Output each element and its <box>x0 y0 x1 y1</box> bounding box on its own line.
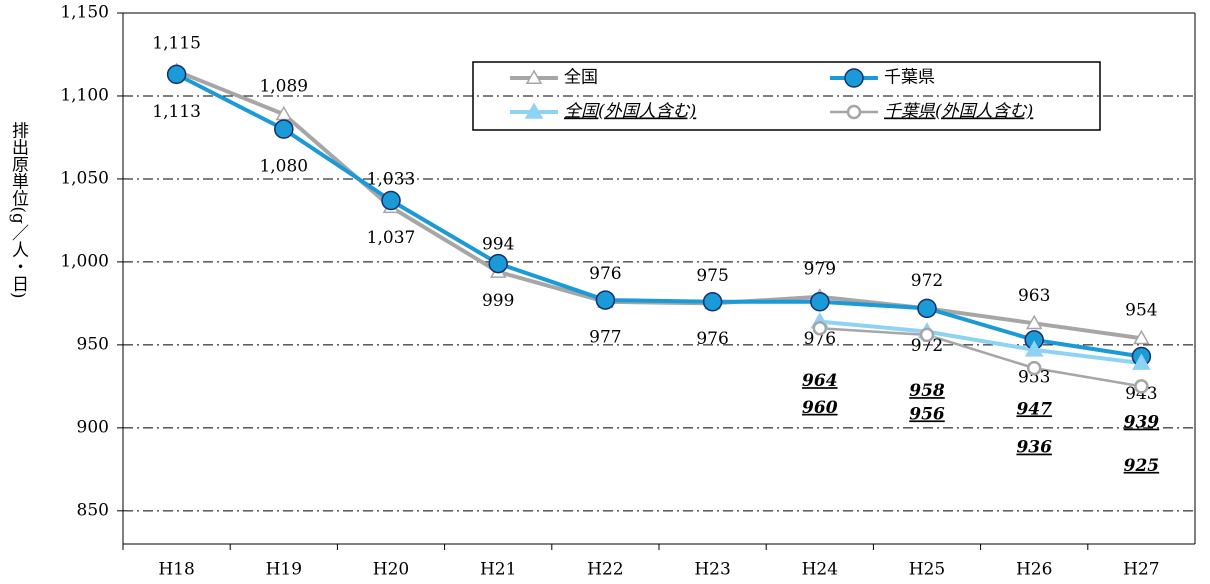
series-line <box>819 319 1142 366</box>
point <box>1134 379 1149 394</box>
point <box>1133 329 1150 345</box>
data-label: 925 <box>1124 456 1160 476</box>
data-label: 1,037 <box>367 228 416 248</box>
point <box>166 64 187 85</box>
data-label: 994 <box>482 234 514 254</box>
x-tick-label: H23 <box>694 560 730 580</box>
point <box>917 298 937 319</box>
data-label: 963 <box>1018 286 1050 306</box>
x-tick-label: H25 <box>909 560 945 580</box>
point <box>488 253 508 274</box>
y-tick-label: 1,000 <box>60 251 109 271</box>
x-tick-label: H20 <box>373 560 409 580</box>
y-axis-title: 排出原単位(g／人・日) <box>8 121 29 298</box>
y-tick-label: 1,050 <box>60 168 109 188</box>
data-label: 1,113 <box>152 102 201 122</box>
x-tick-label: H18 <box>158 560 194 580</box>
legend-label: 千葉県(外国人含む) <box>884 102 1033 122</box>
legend-marker <box>524 102 544 119</box>
point <box>595 290 616 310</box>
series-line <box>175 72 1142 359</box>
x-tick-label: H21 <box>480 560 516 580</box>
series-line <box>819 327 1142 388</box>
legend-marker <box>525 69 543 84</box>
point <box>702 291 723 312</box>
data-label: 979 <box>804 259 836 279</box>
x-tick-label: H27 <box>1123 560 1159 580</box>
y-tick-label: 1,150 <box>60 3 109 23</box>
data-label: 954 <box>1125 301 1157 321</box>
legend-label: 千葉県 <box>884 68 935 88</box>
data-label: 976 <box>696 329 728 349</box>
data-label: 939 <box>1124 413 1160 433</box>
data-label: 972 <box>911 271 943 291</box>
point <box>274 119 294 139</box>
legend-label: 全国 <box>564 68 598 88</box>
y-tick-label: 850 <box>77 500 109 520</box>
x-tick-label: H19 <box>266 560 302 580</box>
data-label: 947 <box>1016 399 1052 419</box>
point <box>1024 340 1044 357</box>
point <box>381 190 401 211</box>
data-label: 964 <box>802 371 838 391</box>
data-label: 976 <box>804 329 836 349</box>
data-label: 936 <box>1016 438 1052 458</box>
data-label: 1,033 <box>367 170 416 190</box>
legend-marker <box>844 68 864 88</box>
data-label: 956 <box>909 404 945 424</box>
data-label: 976 <box>589 264 621 284</box>
data-label: 1,080 <box>259 157 308 177</box>
x-tick-label: H22 <box>587 560 623 580</box>
point <box>1026 360 1042 376</box>
legend-label: 全国(外国人含む) <box>564 102 696 122</box>
point <box>1025 314 1043 330</box>
x-tick-label: H24 <box>802 560 838 580</box>
x-tick-label: H26 <box>1016 560 1052 580</box>
legend-marker <box>846 104 862 120</box>
data-label: 972 <box>911 336 943 356</box>
data-label: 999 <box>482 291 514 311</box>
data-label: 958 <box>909 381 945 401</box>
data-label: 1,115 <box>152 34 201 54</box>
data-label: 975 <box>696 266 728 286</box>
data-label: 953 <box>1018 367 1050 387</box>
data-label: 1,089 <box>259 77 308 97</box>
point <box>810 291 830 312</box>
data-label: 977 <box>589 328 621 348</box>
data-label: 943 <box>1125 384 1157 404</box>
y-tick-label: 1,100 <box>60 85 109 105</box>
point <box>812 321 828 336</box>
y-tick-label: 900 <box>77 417 109 437</box>
point <box>919 327 935 343</box>
y-tick-label: 950 <box>77 334 109 354</box>
point <box>1132 353 1151 370</box>
data-label: 960 <box>802 398 838 418</box>
